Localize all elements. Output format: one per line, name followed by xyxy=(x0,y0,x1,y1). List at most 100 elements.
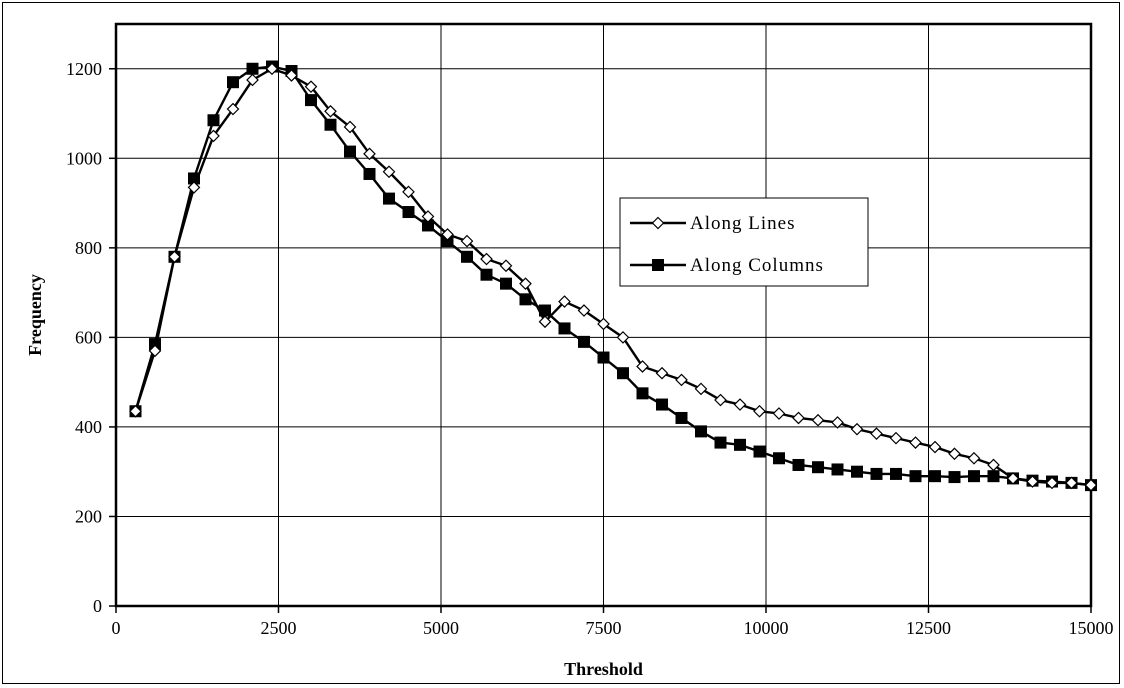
data-point-along-columns xyxy=(695,425,707,438)
data-point-along-columns xyxy=(948,471,961,484)
data-point-along-lines xyxy=(558,295,571,308)
data-point-along-lines xyxy=(1045,476,1059,490)
legend-entry-along-columns: Along Columns xyxy=(630,255,824,276)
data-point-along-columns xyxy=(558,322,571,335)
data-point-along-lines xyxy=(811,413,825,427)
data-point-along-lines xyxy=(753,404,766,418)
data-point-along-columns xyxy=(383,192,395,205)
y-tick-label: 600 xyxy=(75,327,102,347)
data-point-along-lines xyxy=(265,62,279,76)
legend-label-along-columns: Along Columns xyxy=(690,255,824,276)
data-point-along-columns xyxy=(675,411,688,424)
data-point-along-columns xyxy=(851,465,863,478)
y-tick-label: 800 xyxy=(75,238,102,258)
legend-label-along-lines: Along Lines xyxy=(690,213,795,234)
data-point-along-columns xyxy=(734,438,746,451)
data-point-along-columns xyxy=(968,470,980,483)
data-point-along-columns xyxy=(773,452,785,465)
data-point-along-columns xyxy=(500,277,512,290)
legend-box xyxy=(619,197,869,287)
data-point-along-lines xyxy=(402,185,415,199)
data-point-along-lines xyxy=(129,404,142,418)
data-point-along-columns xyxy=(656,398,668,411)
data-point-along-lines xyxy=(636,360,649,373)
data-point-along-lines xyxy=(987,458,1000,472)
series-along-lines xyxy=(129,62,1098,492)
data-point-along-columns xyxy=(870,467,883,480)
data-point-along-columns xyxy=(246,62,259,75)
data-point-along-columns xyxy=(207,114,220,127)
data-point-along-columns xyxy=(344,145,356,158)
data-point-along-columns xyxy=(617,367,629,380)
data-point-along-lines xyxy=(304,80,318,94)
legend-marker-along-columns xyxy=(652,259,664,271)
data-point-along-lines xyxy=(1065,476,1078,490)
data-point-along-lines xyxy=(460,234,474,248)
y-axis-title: Frequency xyxy=(25,274,45,356)
data-point-along-columns xyxy=(305,94,317,107)
data-point-along-columns xyxy=(890,467,902,480)
x-tick-label: 12500 xyxy=(906,618,951,638)
data-point-along-lines xyxy=(1006,472,1020,485)
data-point-along-lines xyxy=(792,411,805,425)
data-point-along-columns xyxy=(831,463,844,476)
y-tick-label: 1000 xyxy=(66,148,102,168)
legend: Along Lines Along Columns xyxy=(619,197,869,287)
data-point-along-columns xyxy=(363,167,376,180)
data-point-along-lines xyxy=(597,317,610,331)
legend-marker-along-lines xyxy=(651,216,665,230)
x-tick-label: 7500 xyxy=(586,618,622,638)
data-point-along-lines xyxy=(850,422,864,436)
x-axis-title: Threshold xyxy=(564,659,643,679)
data-point-along-lines xyxy=(207,129,220,143)
x-tick-label: 5000 xyxy=(423,618,459,638)
series-along-columns xyxy=(129,60,1097,492)
y-tick-label: 0 xyxy=(93,596,102,616)
data-point-along-lines xyxy=(148,344,162,358)
data-point-along-lines xyxy=(616,331,630,344)
y-tick-label: 1200 xyxy=(66,59,102,79)
data-point-along-lines xyxy=(226,102,240,116)
data-point-along-columns xyxy=(636,387,649,400)
data-point-along-lines xyxy=(382,165,396,179)
axis-ticks: 0 2500 5000 7500 10000 12500 15000 0 200 400 600 80… xyxy=(66,59,1114,638)
series-layer xyxy=(129,60,1098,492)
data-point-along-columns xyxy=(714,436,727,449)
data-point-along-columns xyxy=(753,445,766,458)
data-point-along-lines xyxy=(343,120,357,134)
legend-entry-along-lines: Along Lines xyxy=(630,213,795,234)
data-point-along-lines xyxy=(538,315,552,329)
data-point-along-lines xyxy=(1026,475,1039,488)
data-point-along-columns xyxy=(812,461,824,474)
data-point-along-lines xyxy=(889,431,903,445)
data-point-along-lines xyxy=(577,304,591,317)
data-point-along-lines xyxy=(168,250,181,264)
data-point-along-columns xyxy=(461,250,473,263)
data-point-along-columns xyxy=(987,470,1000,483)
data-point-along-lines xyxy=(285,69,298,82)
data-point-along-columns xyxy=(929,470,941,483)
x-tick-label: 10000 xyxy=(744,618,789,638)
data-point-along-lines xyxy=(967,451,981,465)
data-point-along-lines xyxy=(421,210,435,223)
data-point-along-lines xyxy=(694,382,708,396)
data-point-along-lines xyxy=(831,416,844,429)
data-point-along-lines xyxy=(246,73,259,87)
data-point-along-columns xyxy=(227,76,239,89)
data-point-along-lines xyxy=(714,393,727,407)
data-point-along-lines xyxy=(187,181,201,194)
data-point-along-lines xyxy=(499,259,513,273)
data-point-along-lines xyxy=(441,228,454,241)
data-point-along-lines xyxy=(655,366,669,380)
data-point-along-columns xyxy=(578,335,590,348)
data-point-along-lines xyxy=(948,447,961,461)
gridlines xyxy=(116,24,1091,606)
data-point-along-lines xyxy=(909,436,922,449)
data-point-along-lines xyxy=(870,427,883,440)
data-point-along-columns xyxy=(480,268,493,281)
data-point-along-lines xyxy=(772,407,786,420)
data-point-along-lines xyxy=(733,398,747,411)
data-point-along-lines xyxy=(519,277,532,291)
